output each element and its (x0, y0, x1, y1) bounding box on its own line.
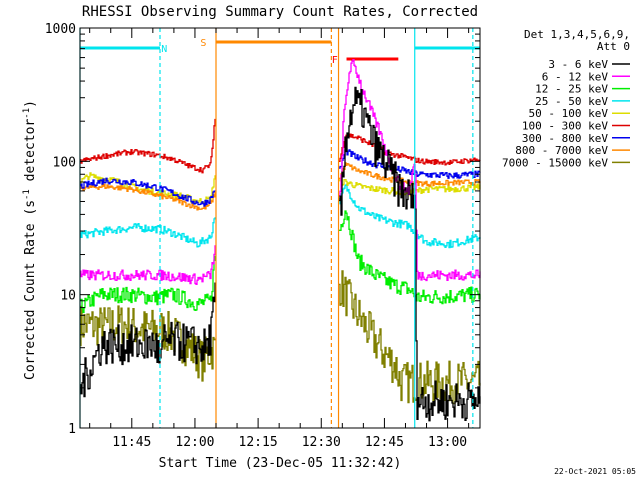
y-label-part: ) (23, 100, 38, 108)
interval-label-f: F (332, 55, 338, 66)
y-tick-label: 1 (68, 422, 76, 437)
legend-label: 7000 - 15000 keV (502, 156, 608, 169)
y-axis-label: Corrected Count Rate (s-1 detector-1) (22, 100, 38, 380)
interval-label-s: S (200, 38, 206, 49)
plot-frame (79, 27, 481, 429)
x-tick-label: 12:30 (302, 435, 341, 450)
x-tick-label: 12:45 (365, 435, 404, 450)
legend-label: 300 - 800 keV (522, 132, 608, 145)
legend-label: 6 - 12 keV (542, 70, 609, 83)
series-line-6 (80, 148, 481, 207)
x-axis-label: Start Time (23-Dec-05 11:32:42) (159, 456, 402, 471)
x-axis: 11:45 12:00 12:15 12:30 12:45 13:00 (89, 28, 470, 450)
y-tick-label: 1000 (45, 22, 76, 37)
series-line-0 (80, 86, 481, 422)
series-line-2 (80, 210, 481, 314)
x-tick-label: 12:00 (175, 435, 214, 450)
legend-label: 800 - 7000 keV (515, 144, 608, 157)
y-label-sup: -1 (22, 108, 32, 119)
y-axis: 1 10 100 1000 (45, 22, 480, 437)
chart-title: RHESSI Observing Summary Count Rates, Co… (82, 4, 478, 20)
y-tick-label: 10 (60, 289, 76, 304)
y-label-part: Corrected Count Rate (s (23, 200, 38, 380)
interval-label-n: N (161, 44, 167, 55)
interval-bars: N S F (80, 38, 480, 66)
legend-label: 50 - 100 keV (529, 107, 609, 120)
legend-label: 3 - 6 keV (548, 58, 608, 71)
series-layer (80, 58, 481, 422)
y-label-sup: -1 (22, 189, 32, 200)
legend-label: 12 - 25 keV (535, 83, 608, 96)
series-line-5 (80, 118, 481, 174)
x-tick-label: 13:00 (428, 435, 467, 450)
legend-label: 25 - 50 keV (535, 95, 608, 108)
legend-label: 100 - 300 keV (522, 120, 608, 133)
x-tick-label: 11:45 (112, 435, 151, 450)
legend-header: Att 0 (597, 40, 630, 53)
y-label-part: detector (23, 119, 38, 190)
footer-timestamp: 22-Oct-2021 05:05 (554, 467, 636, 476)
series-line-3 (80, 184, 481, 249)
x-tick-label: 12:15 (239, 435, 278, 450)
y-tick-label: 100 (53, 155, 76, 170)
legend-header: Det 1,3,4,5,6,9, (524, 28, 630, 41)
